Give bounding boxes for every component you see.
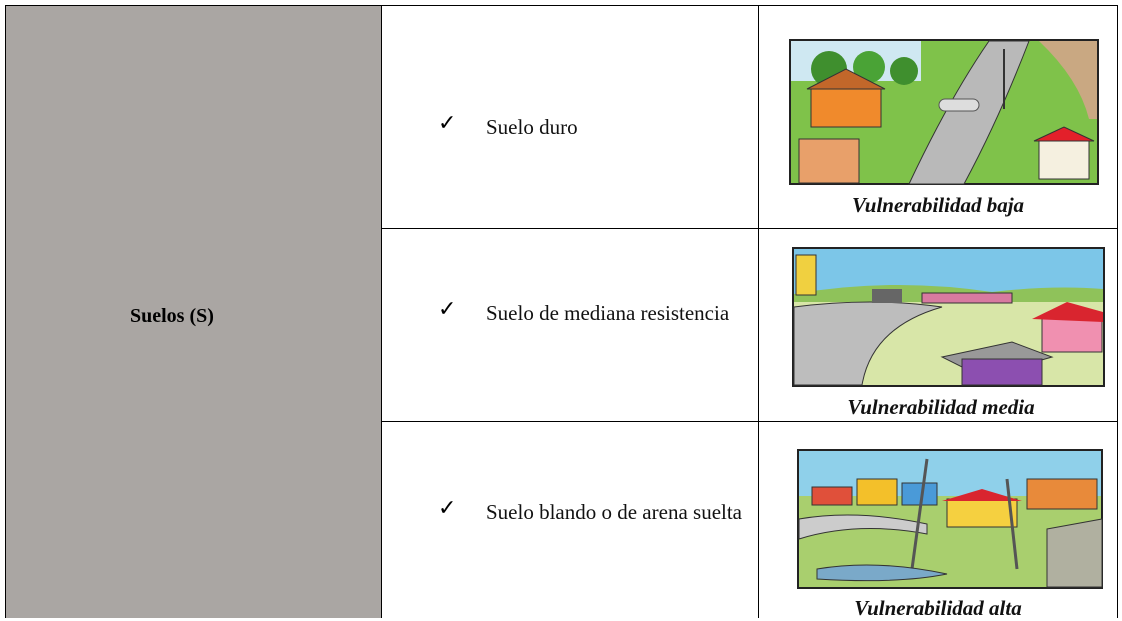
check-mark: ✓ <box>438 495 457 520</box>
border <box>381 5 382 618</box>
illustration <box>797 449 1103 589</box>
soil-type: Suelo blando o de arena suelta <box>486 500 742 524</box>
soil-type: Suelo de mediana resistencia <box>486 301 730 325</box>
illustration <box>792 247 1105 387</box>
check-mark: ✓ <box>438 110 457 135</box>
caption: Vulnerabilidad media <box>847 395 1035 419</box>
check-mark: ✓ <box>438 296 457 321</box>
border <box>5 5 6 618</box>
border <box>381 228 1118 229</box>
border <box>5 5 1118 6</box>
row-header: Suelos (S) <box>130 305 214 327</box>
caption: Vulnerabilidad baja <box>851 193 1025 217</box>
border <box>758 5 759 618</box>
border <box>381 421 1118 422</box>
illustration <box>789 39 1099 185</box>
caption: Vulnerabilidad alta <box>854 596 1022 620</box>
border <box>1117 5 1118 618</box>
soil-type: Suelo duro <box>486 115 578 139</box>
header-cell <box>5 5 381 618</box>
